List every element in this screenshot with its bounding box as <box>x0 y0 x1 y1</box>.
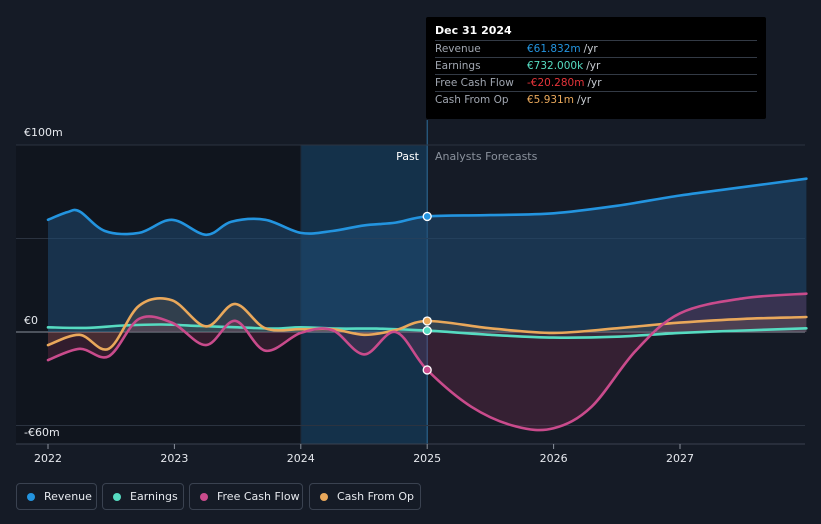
legend-label: Revenue <box>44 490 92 503</box>
x-tick-label: 2027 <box>666 452 694 465</box>
hover-tooltip: Dec 31 2024 Revenue €61.832m/yr Earnings… <box>426 17 766 119</box>
y-tick-label: €0 <box>24 314 38 327</box>
tooltip-row-name: Free Cash Flow <box>435 77 514 89</box>
tooltip-row-revenue: Revenue €61.832m/yr <box>435 40 757 58</box>
legend-item-earnings[interactable]: Earnings <box>102 483 184 510</box>
tooltip-row-name: Revenue <box>435 43 481 55</box>
tooltip-row-name: Earnings <box>435 60 481 72</box>
legend-item-cash-from-op[interactable]: Cash From Op <box>309 483 421 510</box>
series-line <box>46 177 808 237</box>
series-line <box>46 323 808 339</box>
data-point-marker <box>422 211 432 222</box>
tooltip-date: Dec 31 2024 <box>435 24 512 37</box>
legend-item-revenue[interactable]: Revenue <box>16 483 97 510</box>
tooltip-row-value: €732.000k/yr <box>527 58 600 75</box>
y-tick-label: -€60m <box>24 426 60 439</box>
tooltip-row-earnings: Earnings €732.000k/yr <box>435 57 757 75</box>
forecast-label: Analysts Forecasts <box>435 150 538 163</box>
x-axis-ticks: 2022 2023 2024 2025 2026 2027 <box>34 444 694 465</box>
tooltip-value-text: €61.832m <box>527 43 581 55</box>
data-point-marker <box>422 365 432 375</box>
tooltip-row-name: Cash From Op <box>435 94 509 106</box>
legend-label: Earnings <box>130 490 178 503</box>
tooltip-unit: /yr <box>576 94 592 106</box>
legend-item-free-cash-flow[interactable]: Free Cash Flow <box>189 483 303 510</box>
tooltip-value-text: €732.000k <box>527 60 584 72</box>
legend-dot-icon <box>113 492 121 501</box>
legend-label: Cash From Op <box>337 490 415 503</box>
x-tick-label: 2025 <box>413 452 441 465</box>
tooltip-unit: /yr <box>587 77 602 89</box>
series-lines <box>46 177 808 432</box>
y-tick-label: €100m <box>24 126 63 139</box>
tooltip-row-value: €5.931m/yr <box>527 92 591 109</box>
data-point-marker <box>422 325 432 336</box>
x-tick-label: 2022 <box>34 452 62 465</box>
tooltip-value-text: -€20.280m <box>527 77 585 89</box>
tooltip-unit: /yr <box>586 60 601 72</box>
data-point-marker <box>422 316 432 326</box>
series-line <box>46 292 808 432</box>
series-markers <box>422 211 432 375</box>
x-tick-label: 2026 <box>540 452 568 465</box>
legend-label: Free Cash Flow <box>217 490 300 503</box>
tooltip-unit: /yr <box>583 43 598 55</box>
tooltip-row-cash-from-op: Cash From Op €5.931m/yr <box>435 91 757 109</box>
tooltip-row-value: -€20.280m/yr <box>527 75 602 92</box>
tooltip-value-text: €5.931m <box>527 94 574 106</box>
axis-labels: €100m €0 -€60m Past Analysts Forecasts <box>24 126 538 439</box>
legend-dot-icon <box>200 492 208 501</box>
x-tick-label: 2023 <box>160 452 188 465</box>
series-area <box>48 178 807 332</box>
legend-dot-icon <box>320 492 328 501</box>
tooltip-row-free-cash-flow: Free Cash Flow -€20.280m/yr <box>435 74 757 92</box>
past-label: Past <box>396 150 420 163</box>
tooltip-row-value: €61.832m/yr <box>527 41 598 58</box>
x-tick-label: 2024 <box>287 452 315 465</box>
legend-dot-icon <box>27 492 35 501</box>
